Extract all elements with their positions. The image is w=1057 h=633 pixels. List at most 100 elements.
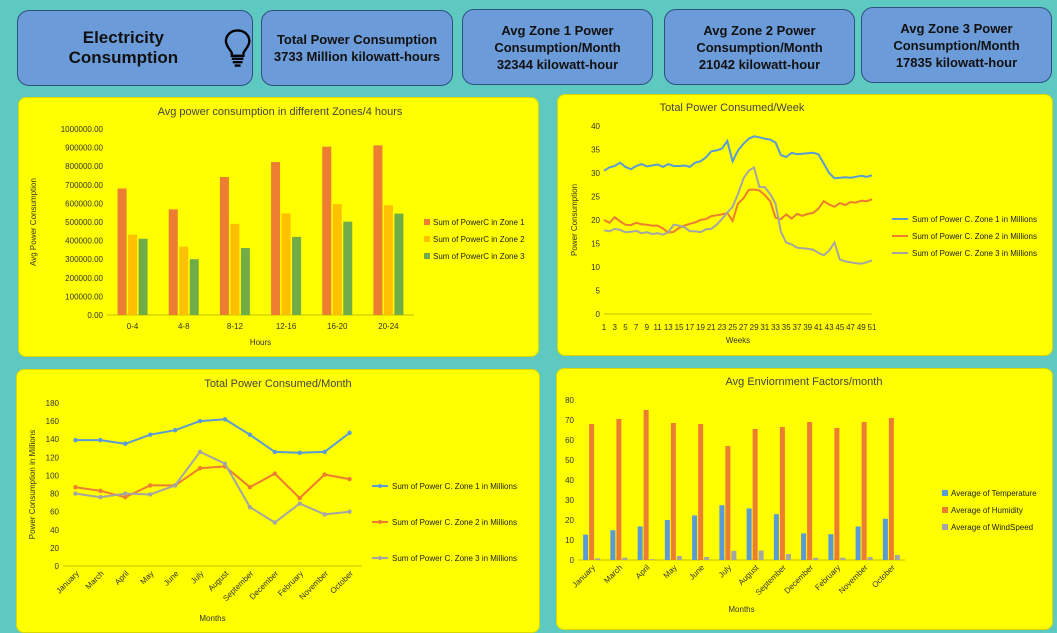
legend-entry: Average of WindSpeed (951, 523, 1033, 532)
data-point (347, 430, 352, 436)
y-tick-label: 80 (565, 396, 574, 405)
x-tick-label: 43 (825, 323, 834, 332)
legend-marker (378, 520, 382, 524)
x-tick-label: 31 (760, 323, 769, 332)
x-tick-label: 23 (717, 323, 726, 332)
legend-entry: Sum of Power C. Zone 1 in Millions (392, 482, 517, 491)
bar (240, 248, 250, 315)
weekly-line-chart: Total Power Consumed/Week051015202530354… (570, 102, 1037, 345)
series-line (603, 135, 873, 180)
data-point (322, 512, 327, 517)
x-tick-label: 49 (857, 323, 866, 332)
x-tick-label: 20-24 (378, 322, 399, 331)
x-tick-label: March (602, 563, 624, 585)
y-tick-label: 20 (50, 544, 59, 553)
kpi-zone2-card: Avg Zone 2 Power Consumption/Month 21042 … (664, 9, 855, 85)
data-point (172, 483, 178, 488)
bar (719, 505, 725, 560)
y-tick-label: 10 (591, 263, 600, 272)
data-point (123, 441, 128, 446)
kpi-value: 3733 Million kilowatt-hours (273, 49, 441, 64)
x-tick-label: 4-8 (178, 322, 190, 331)
bar (779, 427, 785, 560)
y-tick-label: 500000.00 (65, 218, 103, 227)
bar (773, 514, 779, 560)
data-point (322, 449, 327, 455)
legend-marker (378, 556, 382, 560)
bar (894, 555, 900, 560)
data-point (197, 466, 203, 471)
legend-swatch (424, 219, 430, 225)
bar (189, 259, 199, 315)
x-tick-label: 13 (664, 323, 673, 332)
y-tick-label: 50 (565, 456, 574, 465)
bar (595, 558, 601, 560)
y-tick-label: 70 (565, 416, 574, 425)
x-tick-label: 15 (675, 323, 684, 332)
y-tick-label: 20 (565, 516, 574, 525)
x-tick-label: July (189, 569, 205, 585)
bar (332, 204, 342, 315)
y-tick-label: 40 (565, 476, 574, 485)
data-point (297, 501, 302, 506)
x-tick-label: 1 (602, 323, 607, 332)
y-tick-label: 0 (596, 310, 601, 319)
data-point (247, 485, 253, 490)
legend-entry: Sum of Power C. Zone 2 in Millions (392, 518, 517, 527)
bar (828, 534, 834, 560)
legend-swatch (942, 507, 948, 513)
bar (698, 424, 704, 560)
y-tick-label: 400000.00 (65, 237, 103, 246)
bar (834, 428, 840, 560)
y-tick-label: 200000.00 (65, 274, 103, 283)
x-tick-label: July (717, 563, 733, 579)
y-tick-label: 15 (591, 240, 600, 249)
legend-swatch (424, 236, 430, 242)
bar (664, 520, 670, 560)
x-tick-label: April (634, 563, 652, 581)
x-tick-label: 27 (739, 323, 748, 332)
bar (583, 534, 589, 560)
x-tick-label: 29 (750, 323, 759, 332)
y-tick-label: 600000.00 (65, 199, 103, 208)
data-point (222, 461, 228, 466)
x-tick-label: 11 (653, 323, 662, 332)
legend-entry: Sum of PowerC in Zone 2 (433, 235, 525, 244)
x-tick-label: August (737, 563, 762, 588)
bar (704, 557, 710, 560)
bar (589, 424, 595, 560)
data-point (297, 450, 302, 456)
x-tick-label: May (662, 563, 679, 580)
x-tick-label: May (139, 569, 156, 586)
x-tick-label: December (783, 563, 816, 596)
x-tick-label: 47 (846, 323, 855, 332)
y-tick-label: 100000.00 (65, 292, 103, 301)
legend-entry: Sum of Power C. Zone 1 in Millions (912, 215, 1037, 224)
bar (855, 526, 861, 560)
series-line (75, 465, 350, 500)
x-tick-label: 21 (707, 323, 716, 332)
x-tick-label: 17 (685, 323, 694, 332)
kpi-zone1-card: Avg Zone 1 Power Consumption/Month 32344 … (462, 9, 653, 85)
bar (373, 145, 383, 315)
y-tick-label: 100 (46, 471, 60, 480)
bar (861, 422, 867, 560)
bar (230, 223, 240, 315)
data-point (247, 432, 253, 437)
bar (725, 446, 731, 560)
y-tick-label: 30 (591, 169, 600, 178)
chart-title: Total Power Consumed/Month (204, 378, 351, 390)
kpi-label: Avg Zone 3 Power Consumption/Month (893, 20, 1020, 53)
x-tick-label: 7 (634, 323, 639, 332)
x-tick-label: 41 (814, 323, 823, 332)
bar (128, 234, 138, 315)
data-point (148, 483, 153, 488)
y-tick-label: 180 (46, 399, 60, 408)
legend-entry: Average of Humidity (951, 506, 1023, 515)
bar (888, 418, 894, 560)
bar (670, 423, 676, 560)
legend-swatch (942, 490, 948, 496)
data-point (347, 509, 352, 514)
data-point (123, 491, 128, 496)
bar (292, 236, 302, 315)
